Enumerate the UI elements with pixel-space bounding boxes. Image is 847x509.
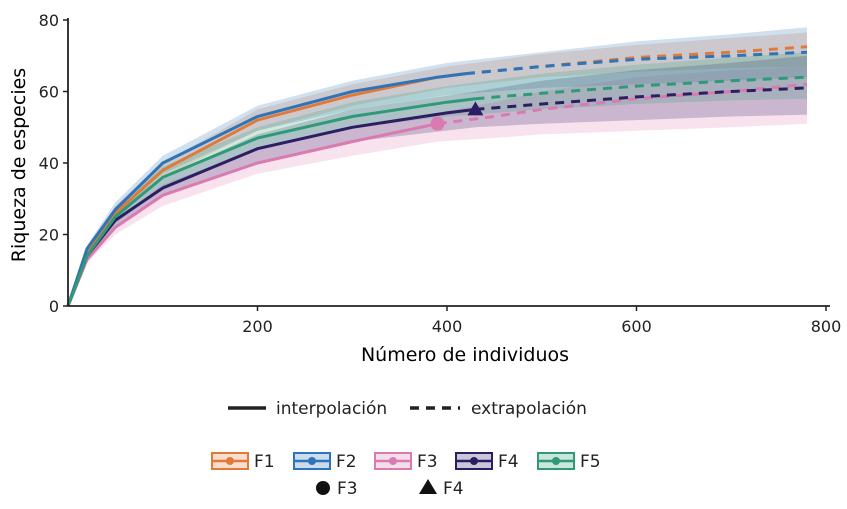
legend-interp-label: interpolación xyxy=(276,399,387,419)
line-extrap-f5 xyxy=(475,75,808,101)
series-lines xyxy=(66,45,808,307)
legend-swatch-dot xyxy=(389,457,397,465)
line-extrap-f2 xyxy=(465,50,808,76)
axes: 0 20 40 60 80 200 400 600 800 xyxy=(39,11,842,336)
line-interp-f2 xyxy=(66,72,467,307)
x-tick-label: 200 xyxy=(242,317,273,336)
legend-label-f3: F3 xyxy=(417,452,438,472)
y-tick-label: 20 xyxy=(39,226,59,245)
y-tick-label: 0 xyxy=(49,297,59,316)
y-tick-label: 80 xyxy=(39,11,59,30)
legend-marker-label: F4 xyxy=(443,479,464,499)
legend-triangle-icon xyxy=(419,479,437,494)
y-tick-label: 40 xyxy=(39,154,59,173)
ci-band-f2 xyxy=(68,27,807,306)
legend-extrap-label: extrapolación xyxy=(471,399,587,419)
legend-marker-label: F3 xyxy=(337,479,358,499)
legend-swatch-dot xyxy=(226,457,234,465)
x-tick-label: 800 xyxy=(811,317,842,336)
line-extrap-f4 xyxy=(475,86,808,111)
x-tick-label: 600 xyxy=(621,317,652,336)
line-extrap-f3 xyxy=(437,82,808,126)
ci-band-f3 xyxy=(68,66,807,306)
legend-label-f4: F4 xyxy=(498,452,519,472)
reference-markers xyxy=(430,101,484,131)
line-interp-f5 xyxy=(66,97,476,307)
x-axis-label: Número de individuos xyxy=(361,344,569,366)
legend-swatch-dot xyxy=(308,457,316,465)
legend-swatch-dot xyxy=(552,457,560,465)
ci-bands xyxy=(68,27,807,307)
legend-label-f2: F2 xyxy=(336,452,357,472)
legend-swatch-dot xyxy=(470,457,478,465)
ci-band-f4 xyxy=(68,55,807,306)
marker-f3 xyxy=(430,116,445,131)
x-tick-label: 400 xyxy=(432,317,463,336)
marker-f4 xyxy=(467,101,484,116)
ci-band-f1 xyxy=(68,32,807,306)
legend-circle-icon xyxy=(316,481,330,495)
ci-band-f5 xyxy=(68,52,807,307)
legend-label-f5: F5 xyxy=(580,452,601,472)
legend-label-f1: F1 xyxy=(254,452,275,472)
y-axis-label: Riqueza de especies xyxy=(8,68,30,262)
y-tick-label: 60 xyxy=(39,83,59,102)
